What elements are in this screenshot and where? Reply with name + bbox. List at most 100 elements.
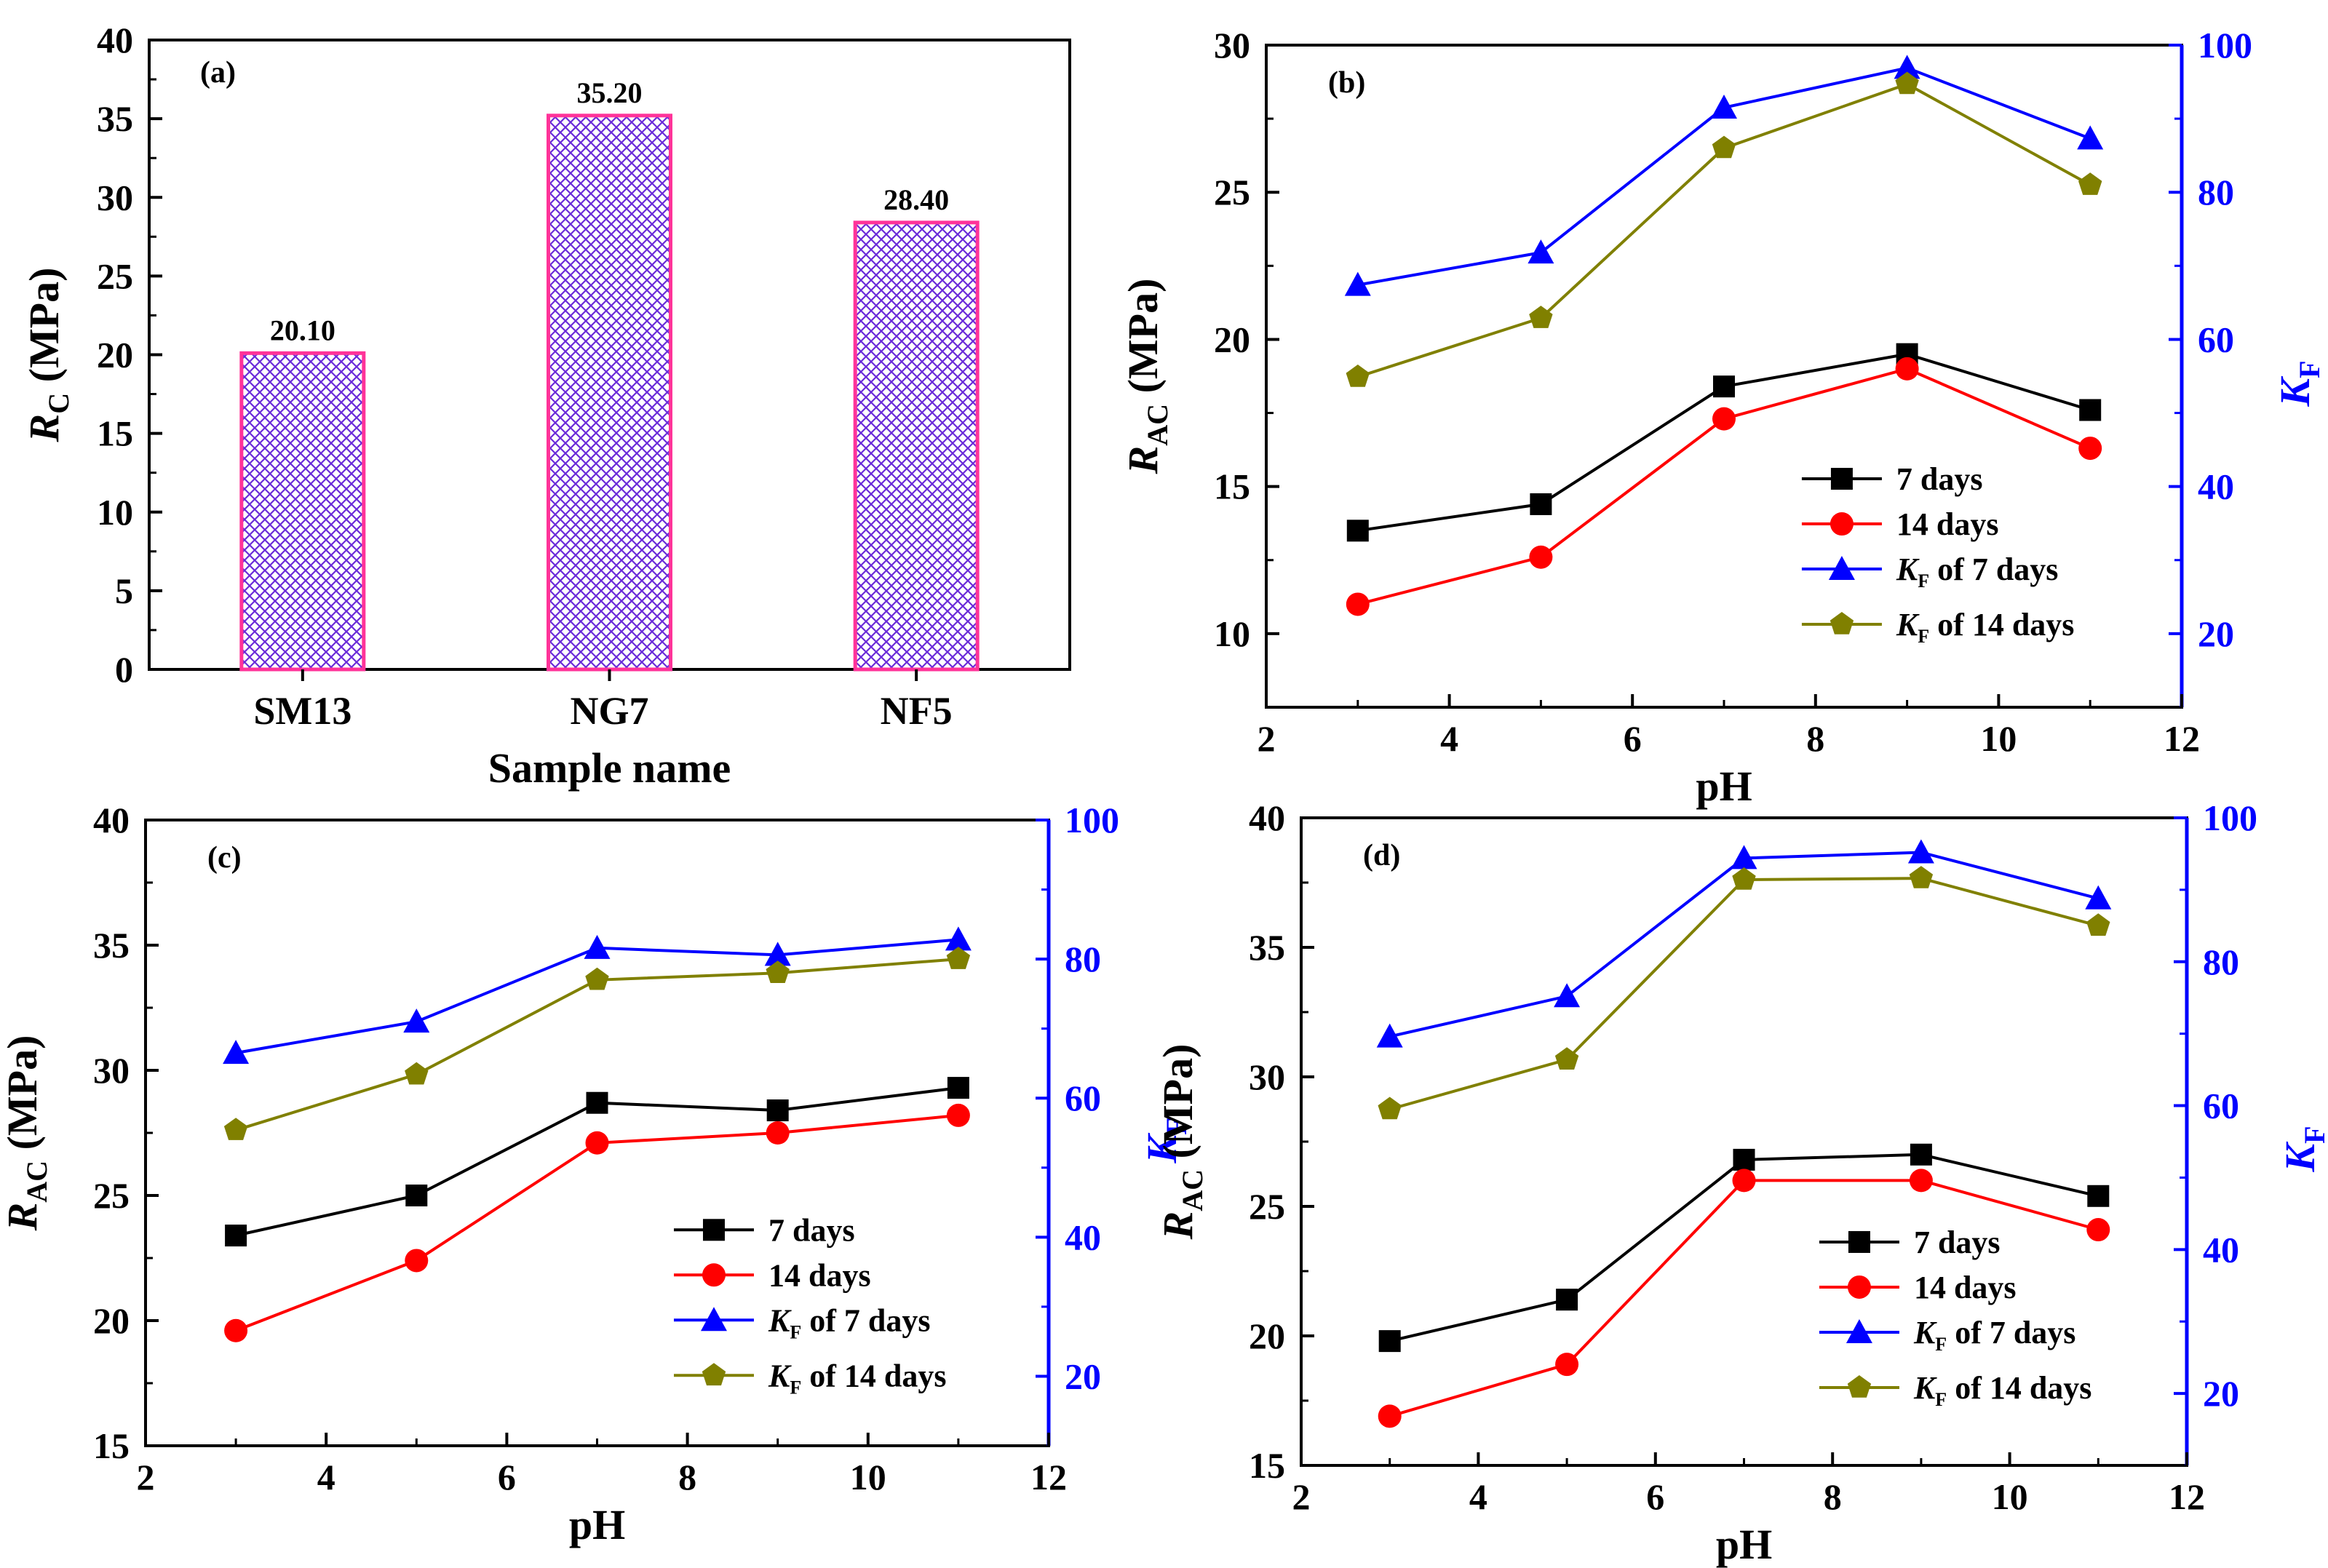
y2-tick-label: 60 — [1065, 1078, 1101, 1118]
data-point — [1909, 1169, 1933, 1193]
y-tick-label: 0 — [115, 649, 133, 690]
data-point — [1711, 94, 1737, 119]
y2-axis-title: KF — [2271, 360, 2326, 407]
data-point — [1378, 1330, 1401, 1353]
data-point — [1713, 375, 1735, 398]
data-point — [1894, 55, 1920, 79]
data-point — [1554, 1047, 1579, 1070]
chart-panel-a: 0 5 10 15 20 25 30 35 40 20.10 SM13 35.20 NG7 28.40 NF… — [20, 20, 1071, 792]
y-tick-label: 20 — [97, 335, 133, 375]
y-tick-label: 15 — [1214, 466, 1250, 507]
data-point — [2078, 172, 2102, 195]
x-tick-label: 2 — [137, 1457, 155, 1497]
legend-marker — [1848, 1230, 1870, 1253]
legend-marker — [1828, 556, 1855, 581]
y2-tick-label: 80 — [1065, 939, 1101, 979]
legend-label: 7 days — [768, 1212, 855, 1248]
x-tick-label: 12 — [2164, 718, 2200, 759]
y-axis-title: RAC (MPa) — [0, 1035, 53, 1232]
legend-marker — [1830, 512, 1854, 536]
data-point — [405, 1062, 429, 1085]
x-tick-label: 4 — [1469, 1476, 1487, 1517]
y2-tick-label: 100 — [2198, 25, 2252, 65]
data-point — [946, 947, 971, 969]
legend-marker — [700, 1307, 727, 1332]
x-tick-label: 2 — [1292, 1476, 1311, 1517]
legend-label: 14 days — [1896, 506, 1999, 542]
data-point — [2077, 125, 2104, 150]
data-point — [1556, 1289, 1578, 1311]
y-tick-label: 35 — [97, 98, 133, 139]
y2-tick-label: 40 — [1065, 1217, 1101, 1257]
data-point — [945, 926, 972, 951]
y-tick-label: 35 — [1249, 927, 1285, 968]
legend-marker — [702, 1363, 726, 1386]
data-point — [766, 1121, 790, 1145]
data-point — [584, 934, 611, 959]
data-point — [947, 1077, 969, 1099]
x-axis-title: pH — [1716, 1521, 1772, 1568]
data-point — [223, 1040, 250, 1064]
y-tick-label: 15 — [97, 413, 133, 454]
data-point — [1732, 1169, 1756, 1193]
y-tick-label: 20 — [93, 1300, 130, 1341]
x-tick-label: 8 — [678, 1457, 696, 1497]
y-tick-label: 35 — [93, 925, 130, 966]
x-tick-label: 6 — [498, 1457, 516, 1497]
legend-label: 14 days — [768, 1257, 871, 1293]
y-tick-label: 25 — [93, 1175, 130, 1216]
y-tick-label: 25 — [97, 255, 133, 296]
data-point — [1346, 365, 1370, 387]
legend-marker — [1847, 1375, 1872, 1398]
data-point — [1378, 1404, 1402, 1428]
data-point — [403, 1008, 430, 1033]
chart-panel-c: 15 20 25 30 35 40 20 40 60 80 100 2 4 6 8 10 12 7 days 14 … — [0, 800, 1193, 1548]
data-point — [405, 1185, 428, 1206]
x-tick-label: 12 — [2169, 1476, 2205, 1517]
y2-tick-label: 20 — [2203, 1373, 2239, 1414]
data-point — [1530, 493, 1552, 515]
data-point — [1712, 135, 1736, 159]
legend-marker — [1847, 1275, 1871, 1299]
data-point — [1909, 866, 1934, 888]
data-point — [1712, 407, 1736, 431]
x-category-label: SM13 — [253, 689, 351, 733]
y-tick-label: 30 — [1249, 1056, 1285, 1097]
data-point — [1895, 71, 1919, 95]
legend-label: KF of 14 days — [1896, 607, 2075, 647]
x-tick-label: 10 — [1980, 718, 2017, 759]
y-axis-title: RAC (MPa) — [1119, 279, 1174, 475]
data-point — [405, 1249, 429, 1273]
y-tick-label: 20 — [1249, 1316, 1285, 1356]
bar-ng7 — [547, 114, 672, 672]
x-tick-label: 4 — [1440, 718, 1458, 759]
x-tick-label: 10 — [850, 1457, 886, 1497]
legend-marker — [1830, 612, 1854, 634]
data-point — [1731, 845, 1757, 869]
x-tick-label: 6 — [1624, 718, 1642, 759]
data-point — [2086, 913, 2110, 936]
bar-value-label: 35.20 — [577, 76, 643, 109]
y-tick-label: 40 — [93, 800, 130, 840]
data-point — [1527, 239, 1554, 264]
legend-label: KF of 7 days — [1896, 552, 2059, 592]
y2-tick-label: 100 — [2203, 797, 2257, 838]
legend-marker — [702, 1219, 725, 1241]
data-point — [2087, 1185, 2110, 1207]
data-point — [1529, 545, 1553, 569]
data-point — [585, 967, 609, 990]
series-line — [1389, 877, 2099, 1111]
y-tick-label: 30 — [93, 1050, 130, 1091]
bar-value-label: 28.40 — [883, 183, 949, 216]
legend-label: 14 days — [1914, 1270, 2017, 1305]
data-point — [764, 942, 791, 966]
data-point — [1346, 592, 1370, 616]
legend-label: 7 days — [1896, 461, 1983, 497]
y-tick-label: 30 — [97, 177, 133, 218]
x-axis-title: pH — [569, 1501, 625, 1548]
data-point — [1554, 983, 1581, 1008]
data-point — [1907, 839, 1934, 864]
data-point — [1733, 1148, 1755, 1171]
bar-sm13 — [239, 351, 366, 672]
